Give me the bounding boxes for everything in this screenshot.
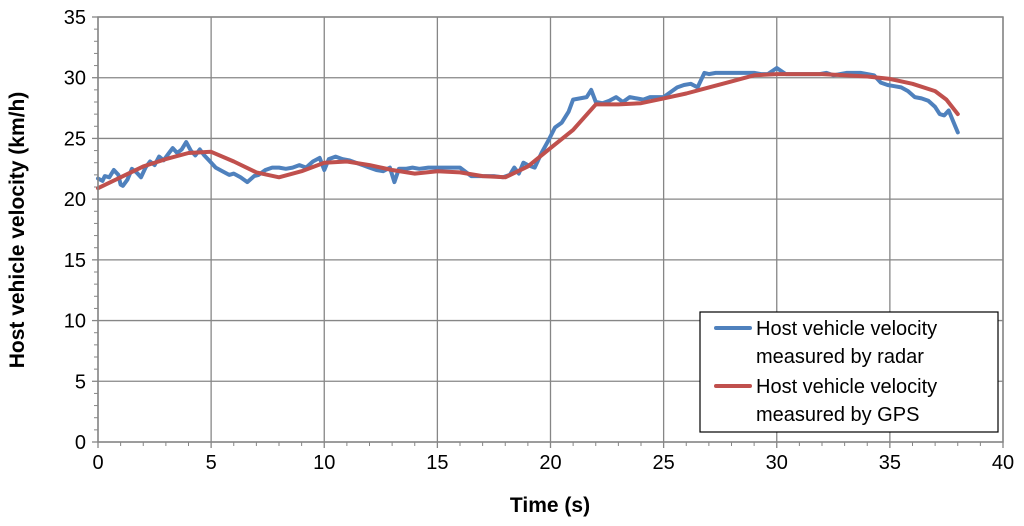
x-tick-label: 40 xyxy=(992,452,1014,474)
y-tick-label: 20 xyxy=(64,189,86,211)
x-tick-label: 25 xyxy=(653,452,675,474)
legend-label-radar-line2: measured by radar xyxy=(756,346,924,368)
legend-box xyxy=(699,311,999,433)
y-tick-labels: 0 5 10 15 20 25 30 35 xyxy=(64,7,86,454)
x-axis-title: Time (s) xyxy=(510,494,590,517)
y-tick-label: 10 xyxy=(64,311,86,333)
y-tick-label: 35 xyxy=(64,7,86,29)
legend: Host vehicle velocity measured by radar … xyxy=(699,311,999,433)
y-tick-label: 15 xyxy=(64,250,86,272)
x-tick-label: 35 xyxy=(879,452,901,474)
series-lines xyxy=(96,66,960,191)
x-tick-label: 20 xyxy=(539,452,561,474)
x-tick-labels: 0 5 10 15 20 25 30 35 40 xyxy=(92,452,1014,474)
y-tick-label: 25 xyxy=(64,128,86,150)
legend-label-gps-line1: Host vehicle velocity xyxy=(756,376,937,398)
y-tick-label: 0 xyxy=(75,432,86,454)
legend-label-gps-line2: measured by GPS xyxy=(756,404,919,426)
x-tick-label: 10 xyxy=(313,452,335,474)
x-tick-label: 15 xyxy=(426,452,448,474)
y-axis-title: Host vehicle velocity (km/h) xyxy=(6,92,29,369)
axis-ticks xyxy=(92,16,1004,448)
series-line-gps xyxy=(96,72,960,191)
x-tick-label: 5 xyxy=(206,452,217,474)
legend-label-radar-line1: Host vehicle velocity xyxy=(756,318,937,340)
y-tick-label: 30 xyxy=(64,68,86,90)
plot-area-frame xyxy=(97,16,1004,443)
x-tick-label: 0 xyxy=(92,452,103,474)
y-tick-label: 5 xyxy=(75,371,86,393)
x-tick-label: 30 xyxy=(766,452,788,474)
